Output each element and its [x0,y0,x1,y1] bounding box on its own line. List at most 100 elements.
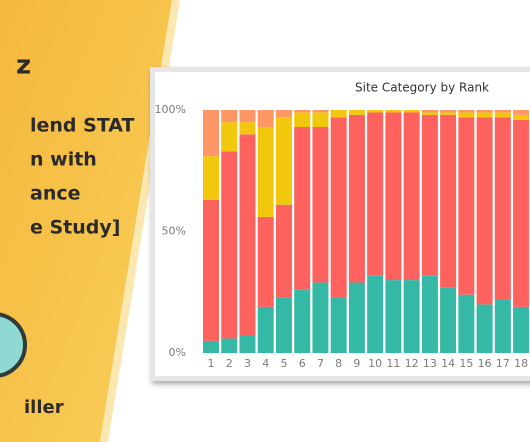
bar-segment [385,110,402,113]
bar-segment [367,112,384,276]
x-tick-label: 18 [514,357,528,370]
bar-segment [476,117,493,305]
bar-segment [275,110,292,118]
bar-segment [275,117,292,205]
bar-segment [257,127,274,217]
bar-segment [348,282,365,353]
bar-segment [494,117,511,300]
bar-segment [239,134,256,336]
bar-segment [239,122,256,135]
x-tick-label: 15 [459,357,473,370]
bar-segment [203,156,219,200]
bar-segment [221,122,238,152]
x-tick-label: 7 [317,357,324,370]
x-tick-label: 1 [208,357,215,370]
bar-segment [458,294,475,353]
bar-segment [421,112,438,115]
bar-segment [440,110,457,113]
bar-segment [203,340,219,353]
headline-line: ance [30,183,81,205]
bar-segment [458,110,475,113]
y-tick-label: 50% [162,225,186,238]
bar-segment [421,110,438,113]
bar-segment [294,110,311,113]
author: iller [24,397,64,418]
bar-segment [367,275,384,353]
bar-segment [440,112,457,115]
bar-segment [294,127,311,290]
x-tick-label: 6 [299,357,306,370]
bar-segment [330,117,347,298]
avatar [0,312,27,378]
bar-segment [513,110,530,115]
bar-segment [494,299,511,353]
bar-segment [312,127,329,283]
bar-segment [275,297,292,353]
bar-segment [458,112,475,118]
bar-segment [494,112,511,118]
bar-segment [221,110,238,123]
bar-segment [440,287,457,353]
bar-segment [348,114,365,283]
bar-segment [421,114,438,276]
bar-segment [203,110,219,157]
bar-segment [257,110,274,128]
bar-segment [367,110,384,113]
x-tick-label: 12 [405,357,419,370]
bar-segment [294,112,311,128]
headline-line: lend STAT [30,115,135,137]
bar-segment [312,110,329,113]
bar-segment [403,280,420,353]
x-tick-label: 9 [353,357,360,370]
chart-title: Site Category by Rank [355,81,489,95]
bar-segment [513,119,530,307]
bar-segment [385,280,402,353]
bar-segment [476,110,493,113]
x-tick-label: 11 [386,357,400,370]
bar-segment [257,216,274,307]
bar-segment [312,282,329,353]
bar-segment [385,112,402,281]
bar-segment [458,117,475,295]
bar-segment [330,297,347,353]
y-tick-label: 100% [155,103,186,116]
headline-line: e Study] [30,217,120,239]
x-tick-label: 5 [280,357,287,370]
yellow-panel [0,0,172,442]
bar-segment [403,112,420,281]
bar-segment [203,199,219,341]
bar-segment [221,338,238,353]
bar-segment [312,112,329,128]
headline-line: n with [30,149,97,171]
bar-segment [239,335,256,353]
bar-segment [421,275,438,353]
x-tick-label: 14 [441,357,455,370]
bar-segment [513,306,530,353]
bar-segment [275,204,292,298]
bar-segment [513,114,530,120]
y-tick-label: 0% [169,346,186,359]
bar-segment [294,289,311,353]
bar-segment [494,110,511,113]
bar-segment [403,110,420,113]
x-tick-label: 10 [368,357,382,370]
bar-segment [348,110,365,115]
x-tick-label: 2 [226,357,233,370]
x-tick-label: 13 [423,357,437,370]
bar-segment [239,110,256,123]
bar-segment [476,304,493,353]
x-tick-label: 4 [262,357,269,370]
x-tick-label: 17 [496,357,510,370]
bar-segment [440,114,457,288]
x-tick-label: 8 [335,357,342,370]
x-tick-label: 16 [478,357,492,370]
bar-segment [330,110,347,118]
bar-segment [257,306,274,353]
x-tick-label: 3 [244,357,251,370]
bar-segment [476,112,493,118]
bar-segment [221,151,238,339]
plot: 0%50%100%1 2 3 4 5 6 7 8 9 10 11 12 13 14 15 16 17 18 [155,103,530,370]
logo: z [16,51,31,81]
